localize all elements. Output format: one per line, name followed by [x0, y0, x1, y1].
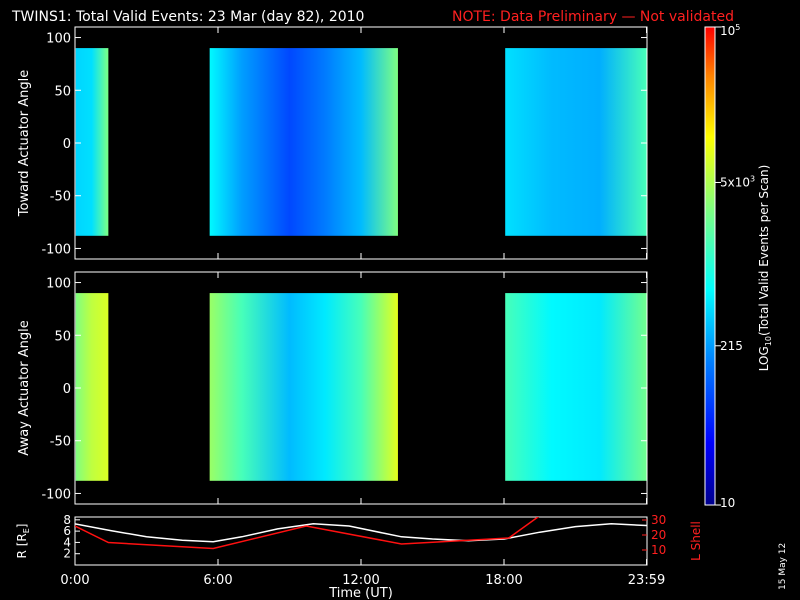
ytick-label: 50: [54, 329, 71, 344]
ytick-label: 0: [63, 137, 71, 152]
ytick-label: -50: [50, 435, 71, 450]
r-distance-line: [75, 523, 647, 543]
orbit-ylabel-left: R [RE]: [15, 524, 31, 559]
r-tick-label: 8: [63, 513, 71, 527]
heatmap-block-2: [209, 293, 398, 481]
ytick-label: -100: [41, 242, 71, 257]
heatmap-block-2: [209, 48, 398, 236]
plot-title: TWINS1: Total Valid Events: 23 Mar (day …: [11, 9, 364, 25]
l-shell-tick-label: 10: [651, 543, 666, 557]
heatmap-block-3: [505, 48, 647, 236]
orbit-panel-frame: [74, 516, 648, 566]
l-shell-line: [75, 517, 540, 550]
colorbar-gradient: [705, 27, 715, 505]
preliminary-note: NOTE: Data Preliminary — Not validated: [452, 9, 734, 25]
away-ylabel: Away Actuator Angle: [17, 320, 32, 455]
time-tick-label: 18:00: [485, 573, 522, 588]
toward-actuator-angle-panel: 100 50 0 -50 -100 Toward Actuator Angle: [17, 26, 648, 260]
colorbar: 10 215 5x103 105 LOG10(Total Valid Events p…: [704, 23, 773, 510]
time-tick-label: 12:00: [342, 573, 379, 588]
ytick-label: -50: [50, 190, 71, 205]
r-tick-label: 4: [63, 535, 71, 549]
colorbar-tick-label: 105: [720, 23, 740, 38]
colorbar-tick-label: 5x103: [720, 174, 755, 189]
colorbar-label: LOG10(Total Valid Events per Scan): [757, 165, 773, 372]
colorbar-frame: [704, 26, 716, 506]
time-axis-label: Time (UT): [328, 586, 393, 600]
heatmap-block-1: [75, 293, 109, 481]
orbit-ylabel-right: L Shell: [689, 521, 703, 561]
colorbar-tick-label: 215: [720, 339, 743, 353]
ytick-label: 100: [46, 277, 71, 292]
ytick-label: -100: [41, 487, 71, 502]
colorbar-tick-label: 10: [720, 496, 735, 510]
ytick-label: 100: [46, 32, 71, 47]
heatmap-block-1: [75, 48, 109, 236]
away-actuator-angle-panel: 100 50 0 -50 -100 Away Actuator Angle: [17, 271, 648, 505]
r-tick-label: 6: [63, 524, 71, 538]
l-shell-tick-label: 30: [651, 513, 666, 527]
heatmap-block-3: [505, 293, 647, 481]
ytick-label: 50: [54, 84, 71, 99]
l-shell-tick-label: 20: [651, 528, 666, 542]
time-tick-label: 0:00: [60, 573, 89, 588]
date-stamp: 15 May 12: [778, 543, 788, 590]
toward-ylabel: Toward Actuator Angle: [17, 70, 32, 217]
ytick-label: 0: [63, 382, 71, 397]
time-tick-label: 23:59: [628, 573, 665, 588]
r-tick-label: 2: [63, 547, 71, 561]
time-tick-label: 6:00: [203, 573, 232, 588]
